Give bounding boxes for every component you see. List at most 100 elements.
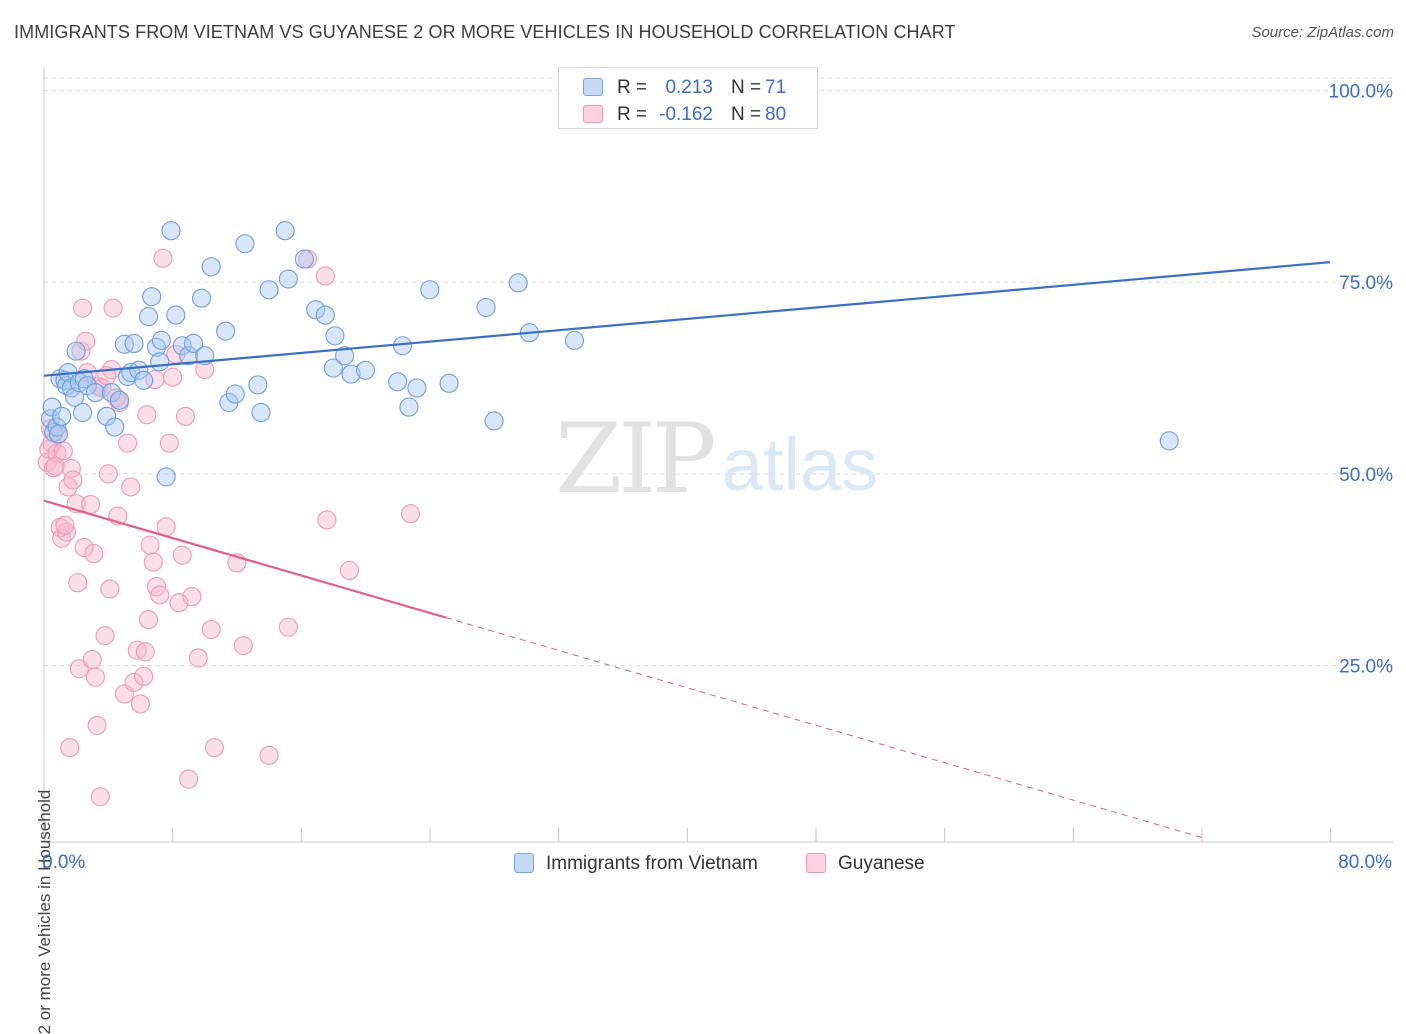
guyanese-point bbox=[69, 659, 89, 679]
vietnam-point bbox=[156, 467, 176, 487]
vietnam-point bbox=[183, 333, 204, 354]
guyanese-point bbox=[339, 560, 359, 581]
guyanese-point bbox=[259, 745, 279, 765]
vietnam-point bbox=[146, 337, 167, 357]
guyanese-point bbox=[317, 510, 337, 530]
guyanese-point bbox=[159, 433, 179, 453]
guyanese-point bbox=[138, 610, 159, 630]
vietnam-point bbox=[47, 417, 67, 437]
vietnam-point bbox=[476, 297, 496, 317]
vietnam-point bbox=[134, 370, 154, 390]
y-tick-label: 75.0% bbox=[1339, 273, 1393, 294]
legend-r-label: R = bbox=[617, 104, 648, 125]
y-tick-label: 100.0% bbox=[1329, 81, 1394, 102]
vietnam-point bbox=[114, 334, 134, 354]
vietnam-point bbox=[138, 307, 159, 327]
legend-n-label: N = bbox=[731, 104, 762, 125]
legend-swatch-vietnam bbox=[514, 853, 534, 873]
guyanese-point bbox=[74, 537, 94, 558]
vietnam-point bbox=[216, 321, 236, 341]
guyanese-point bbox=[143, 552, 163, 572]
watermark-atlas: atlas bbox=[722, 423, 878, 506]
guyanese-point bbox=[55, 515, 75, 535]
vietnam-point bbox=[420, 280, 440, 300]
vietnam-point bbox=[166, 305, 186, 325]
vietnam-point bbox=[110, 390, 130, 410]
vietnam-point bbox=[101, 382, 122, 403]
guyanese-point bbox=[73, 298, 93, 318]
legend-r-label: R = bbox=[617, 77, 648, 98]
vietnam-point bbox=[564, 330, 585, 350]
vietnam-point bbox=[306, 300, 326, 320]
vietnam-point bbox=[66, 341, 86, 361]
vietnam-point bbox=[235, 234, 255, 254]
y-tick-label: 50.0% bbox=[1339, 465, 1393, 486]
vietnam-point bbox=[64, 387, 85, 407]
guyanese-point bbox=[153, 248, 173, 268]
guyanese-point bbox=[45, 456, 65, 476]
guyanese-point bbox=[100, 579, 120, 599]
guyanese-point bbox=[175, 406, 196, 426]
vietnam-point bbox=[97, 406, 117, 426]
legend-row-vietnam: R = 0.213 N = 71 bbox=[559, 74, 817, 100]
guyanese-point bbox=[90, 787, 110, 807]
chart-title: IMMIGRANTS FROM VIETNAM VS GUYANESE 2 OR… bbox=[14, 22, 956, 42]
guyanese-point bbox=[56, 522, 77, 542]
guyanese-trend-line bbox=[43, 499, 447, 619]
guyanese-point bbox=[204, 738, 224, 758]
legend-swatch-guyanese bbox=[806, 853, 826, 873]
vietnam-point bbox=[225, 384, 245, 404]
vietnam-point bbox=[142, 287, 162, 307]
vietnam-point bbox=[341, 364, 361, 384]
vietnam-trend-line bbox=[43, 261, 1331, 377]
vietnam-point bbox=[124, 333, 144, 354]
vietnam-points bbox=[40, 221, 1179, 487]
axes bbox=[43, 68, 1393, 843]
vietnam-point bbox=[105, 417, 125, 437]
guyanese-point bbox=[188, 648, 208, 668]
guyanese-point bbox=[163, 367, 183, 387]
guyanese-points bbox=[37, 248, 421, 807]
guyanese-point bbox=[156, 517, 176, 537]
vietnam-point bbox=[399, 397, 419, 417]
legend-label-vietnam: Immigrants from Vietnam bbox=[546, 853, 758, 874]
vietnam-point bbox=[407, 378, 427, 398]
legend-row-guyanese: R = -0.162 N = 80 bbox=[559, 101, 817, 127]
vietnam-point bbox=[248, 375, 268, 395]
trend-lines bbox=[43, 261, 1331, 838]
guyanese-point bbox=[95, 626, 115, 646]
guyanese-point bbox=[233, 636, 253, 656]
vietnam-point bbox=[323, 358, 343, 378]
legend-swatch-guyanese bbox=[583, 105, 603, 123]
vietnam-point bbox=[150, 352, 170, 372]
vietnam-point bbox=[161, 221, 181, 241]
y-axis-label: 2 or more Vehicles in Household bbox=[35, 789, 54, 1034]
source-credit: Source: ZipAtlas.com bbox=[1251, 24, 1394, 41]
watermark-zip: ZIP bbox=[555, 403, 714, 515]
guyanese-point bbox=[135, 642, 155, 662]
y-tick-label: 25.0% bbox=[1339, 657, 1393, 678]
x-tick-max: 80.0% bbox=[1338, 852, 1392, 873]
guyanese-point bbox=[68, 573, 88, 593]
guyanese-point bbox=[98, 464, 118, 484]
x-tick-min: 0.0% bbox=[42, 852, 86, 873]
vietnam-point bbox=[52, 406, 72, 426]
vietnam-point bbox=[85, 382, 105, 403]
vietnam-point bbox=[172, 336, 192, 356]
vietnam-point bbox=[151, 330, 171, 350]
vietnam-point bbox=[388, 372, 408, 392]
guyanese-point bbox=[137, 405, 157, 425]
legend-label-guyanese: Guyanese bbox=[838, 853, 925, 874]
guyanese-point bbox=[85, 667, 105, 687]
watermark: ZIP atlas bbox=[555, 403, 878, 515]
guyanese-point bbox=[134, 666, 154, 686]
vietnam-point bbox=[1159, 431, 1179, 451]
guyanese-point bbox=[84, 544, 104, 564]
vietnam-point bbox=[278, 269, 298, 289]
chart-canvas: ZIP atlas 25.0% 50.0% 75.0% 100.0% bbox=[37, 68, 1394, 843]
vietnam-point bbox=[48, 424, 69, 444]
guyanese-point bbox=[82, 649, 102, 670]
guyanese-point bbox=[81, 494, 101, 515]
guyanese-point bbox=[63, 470, 83, 490]
vietnam-point bbox=[251, 402, 271, 423]
